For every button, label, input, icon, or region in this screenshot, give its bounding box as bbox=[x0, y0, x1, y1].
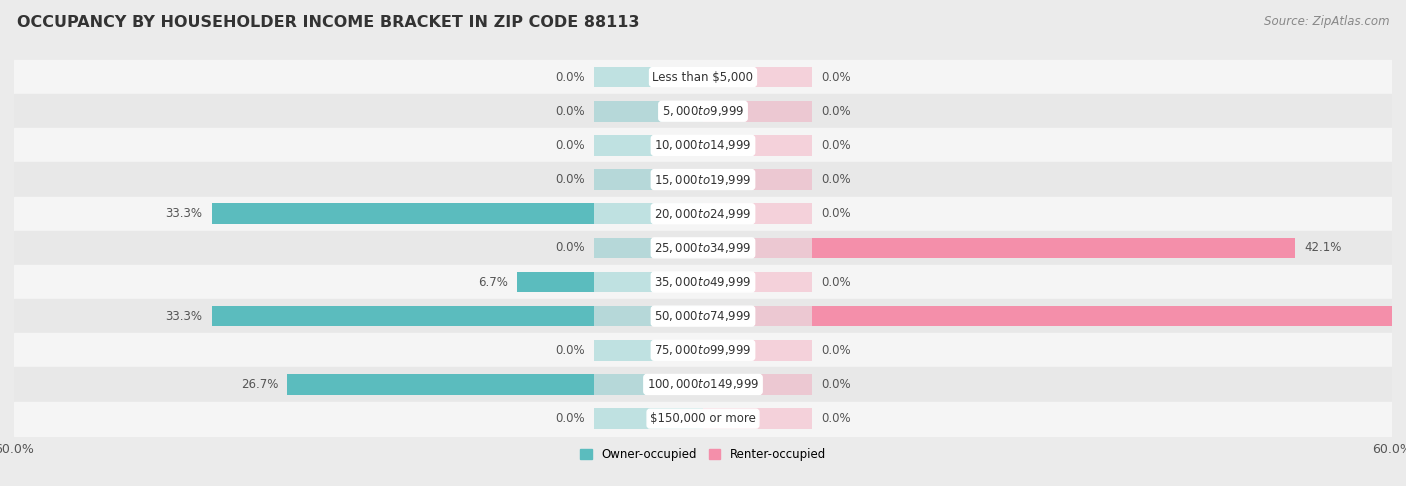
Bar bbox=[703, 408, 813, 429]
Text: 33.3%: 33.3% bbox=[166, 207, 202, 220]
Text: 0.0%: 0.0% bbox=[821, 412, 851, 425]
Bar bbox=[14, 60, 1392, 94]
Bar bbox=[703, 169, 813, 190]
Text: 6.7%: 6.7% bbox=[478, 276, 508, 289]
Text: 0.0%: 0.0% bbox=[555, 344, 585, 357]
Text: 0.0%: 0.0% bbox=[821, 139, 851, 152]
Text: $50,000 to $74,999: $50,000 to $74,999 bbox=[654, 309, 752, 323]
Bar bbox=[703, 340, 813, 361]
Bar bbox=[14, 333, 1392, 367]
Text: $150,000 or more: $150,000 or more bbox=[650, 412, 756, 425]
Bar bbox=[593, 67, 703, 87]
Text: $15,000 to $19,999: $15,000 to $19,999 bbox=[654, 173, 752, 187]
Text: 0.0%: 0.0% bbox=[555, 139, 585, 152]
Text: 0.0%: 0.0% bbox=[555, 105, 585, 118]
Text: $10,000 to $14,999: $10,000 to $14,999 bbox=[654, 139, 752, 153]
Bar bbox=[14, 94, 1392, 128]
Bar bbox=[14, 231, 1392, 265]
Text: $20,000 to $24,999: $20,000 to $24,999 bbox=[654, 207, 752, 221]
Bar bbox=[14, 197, 1392, 231]
Text: $5,000 to $9,999: $5,000 to $9,999 bbox=[662, 104, 744, 118]
Text: 0.0%: 0.0% bbox=[555, 70, 585, 84]
Bar bbox=[703, 374, 813, 395]
Text: 0.0%: 0.0% bbox=[555, 242, 585, 254]
Bar bbox=[14, 265, 1392, 299]
Text: $25,000 to $34,999: $25,000 to $34,999 bbox=[654, 241, 752, 255]
Bar bbox=[14, 367, 1392, 401]
Text: 0.0%: 0.0% bbox=[821, 207, 851, 220]
Bar bbox=[14, 162, 1392, 197]
Text: 0.0%: 0.0% bbox=[821, 70, 851, 84]
Bar bbox=[211, 204, 593, 224]
Text: 0.0%: 0.0% bbox=[555, 412, 585, 425]
Bar bbox=[593, 238, 703, 258]
Text: 0.0%: 0.0% bbox=[821, 105, 851, 118]
Text: 0.0%: 0.0% bbox=[555, 173, 585, 186]
Bar bbox=[703, 204, 813, 224]
Text: 0.0%: 0.0% bbox=[821, 344, 851, 357]
Text: $100,000 to $149,999: $100,000 to $149,999 bbox=[647, 378, 759, 391]
Text: 26.7%: 26.7% bbox=[240, 378, 278, 391]
Bar bbox=[703, 238, 813, 258]
Bar bbox=[593, 272, 703, 292]
Text: $75,000 to $99,999: $75,000 to $99,999 bbox=[654, 343, 752, 357]
Bar bbox=[593, 101, 703, 122]
Bar bbox=[593, 340, 703, 361]
Bar bbox=[14, 401, 1392, 435]
Text: Source: ZipAtlas.com: Source: ZipAtlas.com bbox=[1264, 15, 1389, 28]
Text: OCCUPANCY BY HOUSEHOLDER INCOME BRACKET IN ZIP CODE 88113: OCCUPANCY BY HOUSEHOLDER INCOME BRACKET … bbox=[17, 15, 640, 30]
Text: 42.1%: 42.1% bbox=[1305, 242, 1343, 254]
Bar bbox=[813, 238, 1295, 258]
Bar bbox=[593, 204, 703, 224]
Bar bbox=[703, 135, 813, 156]
Bar bbox=[593, 169, 703, 190]
Bar bbox=[703, 272, 813, 292]
Text: 0.0%: 0.0% bbox=[821, 173, 851, 186]
Bar bbox=[517, 272, 593, 292]
Bar bbox=[813, 306, 1406, 327]
Bar bbox=[14, 128, 1392, 162]
Bar bbox=[703, 306, 813, 327]
Bar bbox=[703, 101, 813, 122]
Text: $35,000 to $49,999: $35,000 to $49,999 bbox=[654, 275, 752, 289]
Bar bbox=[593, 374, 703, 395]
Bar bbox=[593, 408, 703, 429]
Text: 33.3%: 33.3% bbox=[166, 310, 202, 323]
Bar bbox=[593, 135, 703, 156]
Bar bbox=[593, 306, 703, 327]
Text: Less than $5,000: Less than $5,000 bbox=[652, 70, 754, 84]
Bar bbox=[703, 67, 813, 87]
Bar bbox=[14, 299, 1392, 333]
Text: 0.0%: 0.0% bbox=[821, 276, 851, 289]
Bar bbox=[287, 374, 593, 395]
Bar bbox=[211, 306, 593, 327]
Legend: Owner-occupied, Renter-occupied: Owner-occupied, Renter-occupied bbox=[575, 443, 831, 466]
Text: 0.0%: 0.0% bbox=[821, 378, 851, 391]
